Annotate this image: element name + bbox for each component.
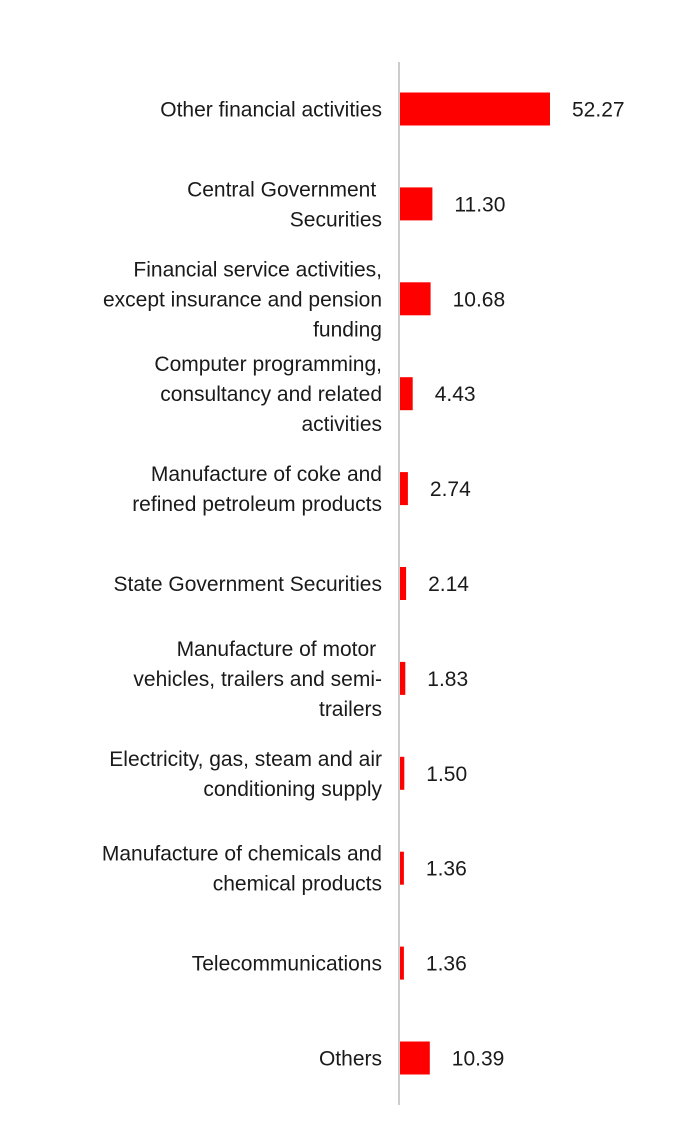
bars-layer: [400, 92, 550, 1075]
bar-4: [400, 472, 408, 506]
value-label-9: 1.36: [426, 953, 467, 976]
category-label-line: Central Government: [187, 178, 382, 201]
bar-1: [400, 187, 433, 221]
value-labels-layer: 52.27 11.30 10.68 4.43 2.74 2.14 1.83 1.50 1.36 1…: [426, 99, 625, 1071]
category-label-line: funding: [313, 318, 382, 341]
category-label-line: Electricity, gas, steam and air: [109, 748, 382, 771]
category-label-line: consultancy and related: [160, 383, 382, 406]
category-labels-layer: Other financial activities Central Govern…: [102, 99, 383, 1071]
bar-0: [400, 92, 550, 126]
category-label-line: State Government Securities: [114, 573, 382, 596]
category-label-line: Securities: [290, 208, 382, 231]
category-label-4: Manufacture of coke and refined petroleum…: [132, 463, 382, 516]
category-label-3: Computer programming, consultancy and rel…: [154, 353, 382, 436]
category-label-0: Other financial activities: [160, 99, 382, 122]
value-label-6: 1.83: [427, 668, 468, 691]
category-label-line: Manufacture of chemicals and: [102, 843, 382, 866]
bar-6: [400, 661, 406, 695]
category-label-line: activities: [301, 413, 382, 436]
category-label-5: State Government Securities: [114, 573, 382, 596]
category-label-line: Other financial activities: [160, 99, 382, 122]
category-label-line: Manufacture of coke and: [151, 463, 382, 486]
bar-3: [400, 377, 413, 411]
value-label-10: 10.39: [452, 1048, 505, 1071]
category-label-line: Others: [319, 1048, 382, 1071]
category-label-7: Electricity, gas, steam and air condition…: [109, 748, 382, 801]
category-label-10: Others: [319, 1048, 382, 1071]
bar-7: [400, 756, 405, 790]
value-label-4: 2.74: [430, 478, 471, 501]
bar-9: [400, 946, 404, 980]
value-label-1: 11.30: [454, 193, 505, 216]
category-label-9: Telecommunications: [192, 953, 382, 976]
category-label-line: conditioning supply: [203, 778, 382, 801]
value-label-0: 52.27: [572, 99, 625, 122]
value-label-7: 1.50: [426, 763, 467, 786]
bar-10: [400, 1041, 430, 1075]
category-label-6: Manufacture of motor vehicles, trailers …: [133, 638, 382, 721]
bar-5: [400, 567, 407, 600]
category-label-line: chemical products: [213, 873, 382, 896]
category-label-line: Telecommunications: [192, 953, 382, 976]
category-label-line: vehicles, trailers and semi-: [133, 668, 382, 691]
value-label-3: 4.43: [435, 383, 476, 406]
category-label-line: Computer programming,: [154, 353, 382, 376]
value-label-2: 10.68: [453, 288, 506, 311]
category-label-line: trailers: [319, 698, 382, 721]
category-label-line: Manufacture of motor: [177, 638, 382, 661]
bar-2: [400, 282, 431, 316]
bar-8: [400, 851, 404, 885]
category-label-8: Manufacture of chemicals and chemical pro…: [102, 843, 382, 896]
value-label-5: 2.14: [428, 573, 469, 596]
category-label-line: refined petroleum products: [132, 493, 382, 516]
category-label-1: Central Government Securities: [187, 178, 382, 231]
category-label-line: Financial service activities,: [133, 258, 382, 281]
category-label-line: except insurance and pension: [103, 288, 382, 311]
category-label-2: Financial service activities, except insu…: [103, 258, 382, 341]
value-label-8: 1.36: [426, 858, 467, 881]
